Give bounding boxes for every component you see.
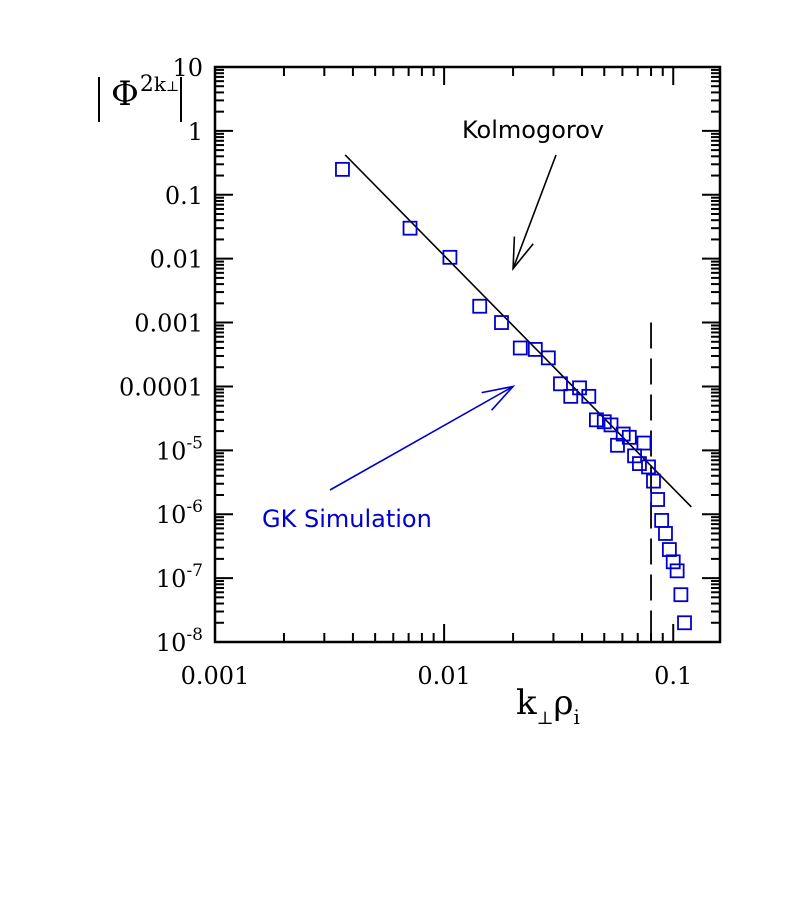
x-tick-label: 0.001	[181, 662, 250, 690]
x-axis-label: k⊥ρi	[516, 683, 580, 729]
y-axis-ticks: 10 1 0.1 0.01 0.001 0.0001 10-5 10-6 10-7 10-8	[119, 54, 720, 657]
gk-data-point	[641, 459, 656, 475]
gk-data-point	[661, 542, 677, 557]
gk-data-point	[632, 456, 647, 471]
gk-data-point	[603, 417, 619, 433]
gk-data-point	[621, 429, 637, 445]
x-tick-label: 0.1	[654, 662, 692, 690]
gk-data-point	[512, 340, 528, 356]
gk-simulation-arrow-head	[481, 385, 516, 411]
gk-data-point	[677, 615, 692, 631]
y-tick-label: 10-8	[156, 625, 203, 657]
gk-data-point	[588, 412, 604, 428]
gk-data-point	[636, 435, 652, 451]
kolmogorov-arrow	[512, 154, 557, 269]
gk-data-point	[442, 249, 458, 265]
annotation-kolmogorov: Kolmogorov	[462, 116, 604, 144]
y-tick-label: 0.01	[150, 246, 203, 274]
gk-data-point	[563, 388, 579, 404]
gk-data-point	[494, 315, 509, 330]
gk-data-point	[665, 554, 681, 570]
y-tick-label: 1	[188, 118, 203, 146]
y-tick-label: 10-6	[156, 497, 203, 529]
gk-data-point	[335, 161, 350, 177]
gk-data-point	[472, 298, 488, 314]
kolmogorov-arrow-head	[512, 236, 534, 271]
y-tick-label: 10	[172, 54, 203, 82]
y-axis-label: Φ2k⊥	[111, 72, 179, 114]
gk-data-point	[646, 473, 661, 489]
x-tick-label: 0.01	[417, 662, 470, 690]
y-tick-label: 0.1	[165, 182, 203, 210]
gk-data-point	[402, 220, 418, 236]
gk-data-point	[540, 350, 556, 366]
gk-data-point	[654, 513, 670, 528]
gk-data-point	[572, 380, 587, 396]
x-axis-ticks: 0.001 0.01 0.1	[181, 67, 692, 690]
y-tick-label: 0.001	[134, 310, 203, 338]
plot-frame	[213, 65, 722, 644]
gk-data-point	[581, 388, 597, 404]
data-marks	[329, 154, 692, 642]
gk-data-point	[527, 342, 543, 357]
y-tick-label: 10-5	[156, 433, 203, 465]
gk-data-point	[669, 563, 685, 579]
annotation-gk-simulation: GK Simulation	[262, 505, 432, 533]
kolmogorov-line	[344, 154, 692, 508]
gk-simulation-arrow	[329, 385, 514, 491]
gk-data-point	[658, 526, 673, 541]
gk-data-point	[673, 587, 689, 603]
y-tick-label: 0.0001	[119, 373, 203, 401]
gk-data-point	[553, 376, 568, 392]
y-tick-label: 10-7	[156, 561, 203, 593]
gk-data-point	[650, 492, 666, 507]
gk-data-point	[627, 448, 642, 464]
